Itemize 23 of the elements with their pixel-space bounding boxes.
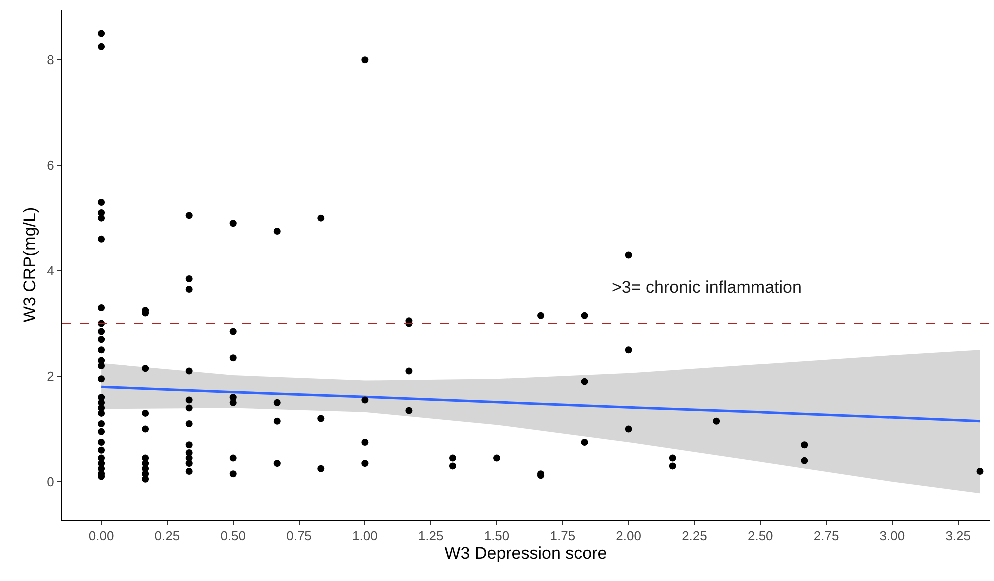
x-tick-label: 2.50 [748,528,774,544]
x-tick-label: 1.00 [352,528,378,544]
x-tick-label: 3.25 [946,528,972,544]
x-tick-label: 2.75 [814,528,840,544]
x-tick-label: 1.75 [550,528,576,544]
y-tick-label: 8 [47,52,54,68]
x-tick-label: 0.00 [88,528,114,544]
y-tick-label: 6 [47,158,54,174]
x-tick-label: 0.25 [154,528,180,544]
x-axis-title: W3 Depression score [444,544,608,563]
x-tick-label: 2.25 [682,528,708,544]
y-tick-label: 0 [47,474,54,490]
y-axis-title: W3 CRP(mg/L) [20,207,40,323]
annotation: >3= chronic inflammation [612,278,802,297]
x-tick-label: 0.75 [286,528,312,544]
x-tick-label: 0.50 [220,528,246,544]
y-tick-label: 4 [47,264,54,279]
x-tick-label: 3.00 [880,528,906,544]
x-tick-label: 1.25 [418,528,444,544]
x-tick-label: 2.00 [616,528,642,544]
line-series [100,386,982,423]
y-tick-label: 2 [47,369,54,384]
x-tick-label: 1.50 [484,528,510,544]
